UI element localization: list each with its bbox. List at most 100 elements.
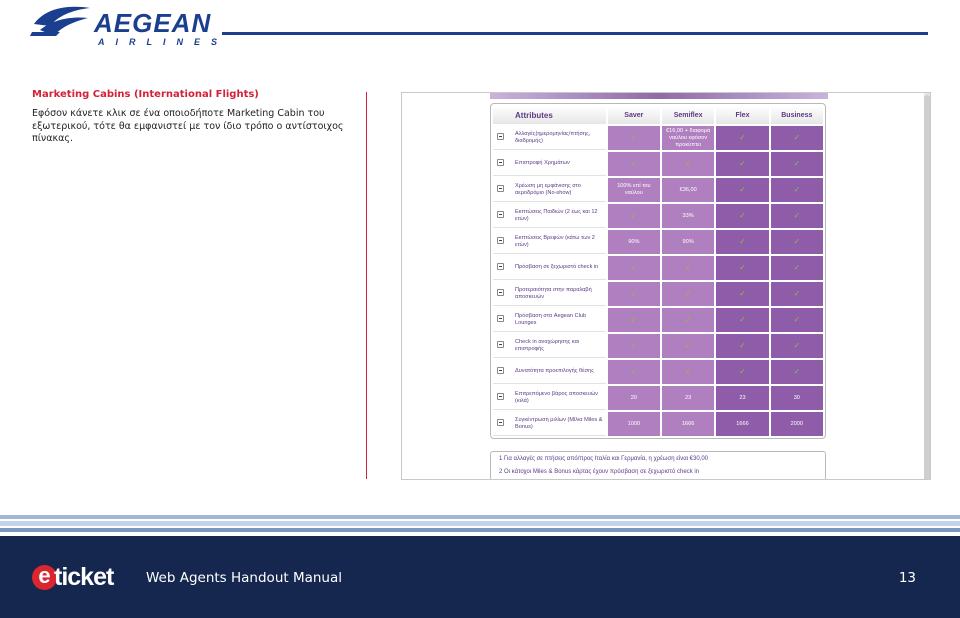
footer-stripe: [0, 515, 960, 519]
attribute-label[interactable]: Πρόσβαση σε ξεχωριστό check in: [493, 256, 606, 280]
footnote-1: 1 Για αλλαγές σε πτήσεις από/προς Ιταλία…: [499, 456, 709, 462]
check-icon: ✓: [684, 366, 692, 376]
cell-saver: ✓: [607, 256, 660, 280]
table-row: Πρόσβαση στα Aegean Club Lounges ✓ ✓ ✓ ✓: [493, 308, 823, 332]
attribute-label[interactable]: Αλλαγές(ημερομηνίας/πτήσης, διαδρομής): [493, 126, 606, 150]
cell-business: ✓: [770, 126, 823, 150]
cell-value: 100% επί του ναύλου: [617, 183, 651, 196]
scrollbar-track[interactable]: [924, 93, 930, 479]
check-icon: ✓: [684, 158, 692, 168]
cell-value: 30: [793, 394, 800, 401]
cell-semiflex: 90%: [662, 230, 715, 254]
expand-icon[interactable]: [497, 393, 504, 400]
attribute-label[interactable]: Επιτρεπόμενο βάρος αποσκευών (κιλά): [493, 386, 606, 410]
section-title: Marketing Cabins (International Flights): [32, 89, 259, 100]
table-row: Επιτρεπόμενο βάρος αποσκευών (κιλά) 20 23 2…: [493, 386, 823, 410]
cell-saver: 90%: [607, 230, 660, 254]
cell-business: ✓: [770, 308, 823, 332]
cell-value: 1000: [627, 420, 641, 427]
brand-name: AEGEAN: [94, 8, 212, 38]
cell-business: ✓: [770, 152, 823, 176]
cell-semiflex: ✓: [662, 152, 715, 176]
attribute-label-text: Δυνατότητα προεπιλογής θέσης: [515, 368, 594, 374]
check-icon: ✓: [739, 314, 746, 324]
footnotes: 1 Για αλλαγές σε πτήσεις από/προς Ιταλία…: [490, 451, 826, 479]
expand-icon[interactable]: [497, 367, 504, 374]
cell-value: 90%: [682, 238, 694, 245]
cell-value: 33%: [682, 212, 694, 219]
check-icon: ✓: [684, 314, 692, 324]
check-icon: ✓: [630, 210, 638, 220]
cell-semiflex: ✓: [662, 282, 715, 306]
attribute-label[interactable]: Χρέωση μη εμφάνισης στο αεροδρόμιο (No-s…: [493, 178, 606, 202]
check-icon: ✓: [684, 340, 692, 350]
expand-icon[interactable]: [497, 263, 504, 270]
footer-bar: [0, 536, 960, 618]
brand-subtitle: AIRLINES: [98, 37, 229, 47]
cell-flex: ✓: [716, 230, 769, 254]
cell-business: ✓: [770, 178, 823, 202]
expand-icon[interactable]: [497, 289, 504, 296]
cell-business: ✓: [770, 256, 823, 280]
cell-flex: ✓: [716, 360, 769, 384]
cell-flex: 1666: [716, 412, 769, 436]
cell-value: 20: [630, 394, 637, 401]
footer-stripe: [0, 521, 960, 526]
section-body: Εφόσον κάνετε κλικ σε ένα οποιοδήποτε Ma…: [32, 108, 344, 144]
cell-business: ✓: [770, 204, 823, 228]
table-row: Επιστροφή Χρημάτων ✓ ✓ ✓ ✓: [493, 152, 823, 176]
attribute-label[interactable]: Επιστροφή Χρημάτων: [493, 152, 606, 176]
table-row: Προτεραιότητα στην παραλαβή αποσκευών ✓ ✓ ✓…: [493, 282, 823, 306]
attribute-label[interactable]: Δυνατότητα προεπιλογής θέσης: [493, 360, 606, 384]
attribute-label[interactable]: Συγκέντρωση μιλίων (Μίλια Miles & Bonus): [493, 412, 606, 436]
header-attributes: Attributes: [493, 106, 606, 124]
cell-saver: ✓: [607, 360, 660, 384]
table-row: Πρόσβαση σε ξεχωριστό check in ✓ ✓ ✓ ✓: [493, 256, 823, 280]
table-row: Δυνατότητα προεπιλογής θέσης ✓ ✓ ✓ ✓: [493, 360, 823, 384]
expand-icon[interactable]: [497, 237, 504, 244]
cell-business: ✓: [770, 230, 823, 254]
cell-saver: ✓: [607, 308, 660, 332]
cell-flex: ✓: [716, 256, 769, 280]
attribute-label[interactable]: Εκπτώσεις Βρεφών (κάτω των 2 ετών): [493, 230, 606, 254]
check-icon: ✓: [739, 288, 746, 298]
cell-semiflex: €16,00 + διαφορά ναύλου εφόσον προκύπτει: [662, 126, 715, 150]
attribute-label[interactable]: Εκπτώσεις Παιδιών (2 έως και 12 ετών): [493, 204, 606, 228]
attribute-label[interactable]: Προτεραιότητα στην παραλαβή αποσκευών: [493, 282, 606, 306]
check-icon: ✓: [739, 236, 746, 246]
footnote-2: 2 Οι κάτοχοι Miles & Bonus κάρτας έχουν …: [499, 469, 699, 475]
table-row: Χρέωση μη εμφάνισης στο αεροδρόμιο (No-s…: [493, 178, 823, 202]
attribute-label[interactable]: Check in αναχώρησης και επιστροφής: [493, 334, 606, 358]
eticket-e-mark: e: [32, 565, 57, 590]
cell-semiflex: 33%: [662, 204, 715, 228]
check-icon: ✓: [793, 262, 801, 272]
check-icon: ✓: [684, 262, 692, 272]
footer-stripe: [0, 528, 960, 532]
cell-saver: ✓: [607, 126, 660, 150]
cell-flex: ✓: [716, 178, 769, 202]
expand-icon[interactable]: [497, 211, 504, 218]
expand-icon[interactable]: [497, 159, 504, 166]
cell-saver: 1000: [607, 412, 660, 436]
attribute-label-text: Αλλαγές(ημερομηνίας/πτήσης, διαδρομής): [515, 130, 591, 144]
expand-icon[interactable]: [497, 419, 504, 426]
table-row: Συγκέντρωση μιλίων (Μίλια Miles & Bonus)…: [493, 412, 823, 436]
attribute-label-text: Εκπτώσεις Παιδιών (2 έως και 12 ετών): [515, 208, 598, 222]
attribute-label-text: Επιστροφή Χρημάτων: [515, 160, 570, 166]
table-row: Εκπτώσεις Παιδιών (2 έως και 12 ετών) ✓ 33…: [493, 204, 823, 228]
cell-saver: 20: [607, 386, 660, 410]
expand-icon[interactable]: [497, 185, 504, 192]
expand-icon[interactable]: [497, 133, 504, 140]
expand-icon[interactable]: [497, 315, 504, 322]
scrollbar-thumb[interactable]: [924, 95, 930, 479]
cell-semiflex: ✓: [662, 308, 715, 332]
panel-topbar: [490, 93, 828, 99]
cell-semiflex: ✓: [662, 256, 715, 280]
attribute-label[interactable]: Πρόσβαση στα Aegean Club Lounges: [493, 308, 606, 332]
check-icon: ✓: [793, 184, 801, 194]
table-row: Εκπτώσεις Βρεφών (κάτω των 2 ετών) 90% 90%…: [493, 230, 823, 254]
eticket-word: ticket: [54, 563, 114, 591]
expand-icon[interactable]: [497, 341, 504, 348]
check-icon: ✓: [630, 314, 638, 324]
attribute-label-text: Check in αναχώρησης και επιστροφής: [515, 338, 580, 352]
